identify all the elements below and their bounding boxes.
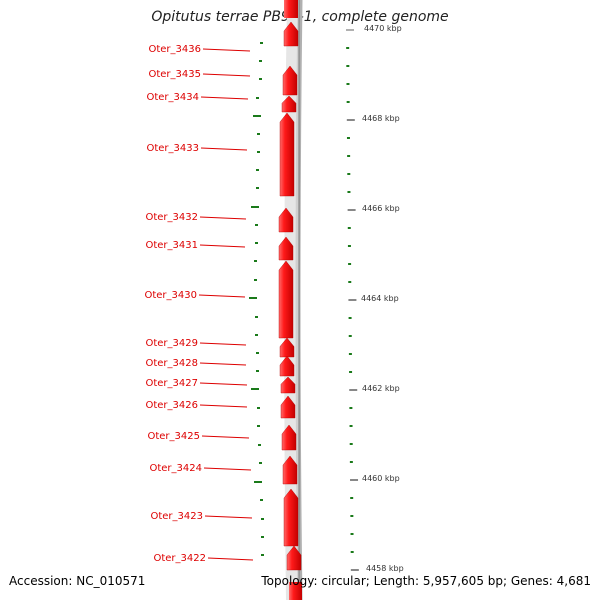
gene-label-leader <box>199 382 248 386</box>
gene-label[interactable]: Oter_3431 <box>145 240 198 251</box>
gene-arrow-oter-3433[interactable] <box>279 112 295 197</box>
gene-label-leader <box>199 404 248 408</box>
gene-label[interactable]: Oter_3432 <box>145 212 198 223</box>
scale-label: 4462 kbp <box>362 384 400 393</box>
gene-arrow-oter-3430[interactable] <box>278 260 294 339</box>
gene-label-leader <box>202 73 251 77</box>
gene-arrow-oter-3423[interactable] <box>283 488 299 547</box>
gene-label[interactable]: Oter_3435 <box>148 69 201 80</box>
gene-label-leader <box>199 362 247 366</box>
scale-label: 4464 kbp <box>361 294 399 303</box>
scale-label: 4458 kbp <box>366 564 404 573</box>
gene-label[interactable]: Oter_3434 <box>146 92 199 103</box>
gene-label[interactable]: Oter_3430 <box>144 290 197 301</box>
gene-label[interactable]: Oter_3433 <box>146 143 199 154</box>
gene-label-leader <box>198 294 246 298</box>
genome-summary-text: Topology: circular; Length: 5,957,605 bp… <box>261 574 591 588</box>
gene-label[interactable]: Oter_3425 <box>147 431 200 442</box>
genome-backbone <box>295 0 303 600</box>
gene-continuation-bottom <box>289 582 302 600</box>
gene-label-leader <box>203 467 252 471</box>
gene-label-leader <box>200 96 249 100</box>
gene-arrow-oter-3422[interactable] <box>286 545 302 571</box>
gene-arrow-oter-3426[interactable] <box>280 395 296 419</box>
gene-arrow-oter-3432[interactable] <box>278 207 294 233</box>
gene-label-leader <box>207 557 254 561</box>
gene-arrow-oter-3434[interactable] <box>281 95 297 113</box>
scale-label: 4466 kbp <box>362 204 400 213</box>
scale-label: 4468 kbp <box>362 114 400 123</box>
gene-label[interactable]: Oter_3423 <box>150 511 203 522</box>
scale-label: 4460 kbp <box>362 474 400 483</box>
gene-arrow-oter-3424[interactable] <box>282 455 298 485</box>
gene-arrow-oter-3431[interactable] <box>278 236 294 261</box>
gene-label[interactable]: Oter_3424 <box>149 463 202 474</box>
gene-arrow-oter-3428[interactable] <box>279 355 295 377</box>
gene-label[interactable]: Oter_3422 <box>153 553 206 564</box>
gene-arrow-oter-3436[interactable] <box>283 21 299 47</box>
gene-label-leader <box>204 515 253 519</box>
gene-label[interactable]: Oter_3426 <box>145 400 198 411</box>
gene-label[interactable]: Oter_3436 <box>148 44 201 55</box>
gene-arrow-oter-3427[interactable] <box>280 376 296 394</box>
gene-label-leader <box>201 435 250 439</box>
gene-arrow-oter-3425[interactable] <box>281 424 297 451</box>
gene-label[interactable]: Oter_3428 <box>145 358 198 369</box>
gene-label-leader <box>200 147 248 151</box>
gene-label-leader <box>199 216 247 220</box>
gene-label-leader <box>199 342 247 346</box>
gene-label-leader <box>202 48 251 52</box>
gene-continuation-top <box>284 0 298 18</box>
gene-label-leader <box>199 244 246 248</box>
gene-label[interactable]: Oter_3427 <box>145 378 198 389</box>
gene-arrow-oter-3435[interactable] <box>282 65 298 96</box>
gene-label[interactable]: Oter_3429 <box>145 338 198 349</box>
scale-label: 4470 kbp <box>364 24 402 33</box>
accession-text: Accession: NC_010571 <box>9 574 146 588</box>
